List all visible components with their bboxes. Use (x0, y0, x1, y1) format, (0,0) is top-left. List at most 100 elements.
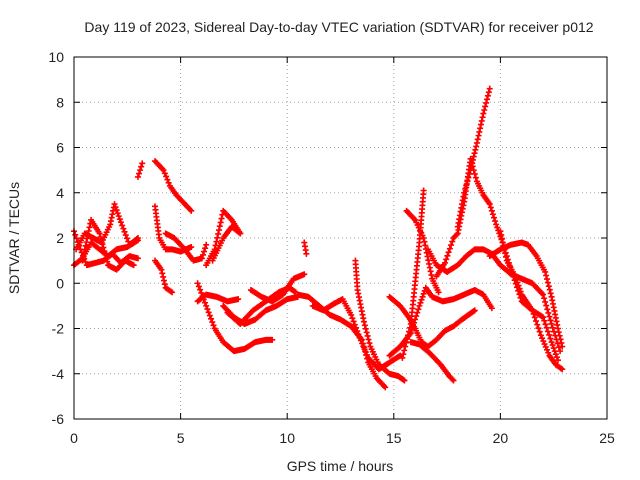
data-point-marker (543, 272, 550, 279)
data-point-marker (537, 332, 544, 339)
data-point-marker (559, 343, 566, 350)
data-point-marker (111, 201, 118, 208)
x-tick-label: 10 (279, 430, 295, 446)
data-point-marker (553, 354, 560, 361)
data-point-marker (547, 290, 554, 297)
data-point-marker (195, 283, 202, 290)
data-point-marker (217, 219, 224, 226)
data-point-marker (200, 296, 207, 303)
series-track-13 (194, 280, 276, 355)
data-point-marker (209, 319, 216, 326)
data-point-marker (435, 289, 442, 296)
data-point-marker (546, 286, 553, 293)
data-point-marker (164, 176, 171, 183)
data-point-marker (99, 241, 106, 248)
data-point-marker (121, 228, 128, 235)
data-point-marker (549, 324, 556, 331)
data-point-marker (550, 345, 557, 352)
data-point-marker (449, 376, 456, 383)
data-point-marker (552, 351, 559, 358)
data-point-marker (402, 343, 409, 350)
data-point-marker (558, 339, 565, 346)
data-point-marker (453, 231, 460, 238)
data-point-marker (160, 277, 167, 284)
data-point-marker (445, 249, 452, 256)
data-point-marker (515, 282, 522, 289)
data-point-marker (494, 224, 501, 231)
series-track-20 (352, 257, 408, 384)
data-point-marker (483, 99, 490, 106)
data-point-marker (465, 174, 472, 181)
data-point-marker (301, 271, 308, 278)
data-point-marker (401, 377, 408, 384)
data-point-marker (102, 251, 109, 258)
data-point-marker (516, 285, 523, 292)
data-point-marker (401, 347, 408, 354)
data-point-marker (161, 281, 168, 288)
data-point-marker (399, 354, 406, 361)
x-tick-label: 0 (70, 430, 78, 446)
data-point-marker (450, 377, 457, 384)
data-point-marker (139, 160, 146, 167)
data-point-marker (418, 296, 425, 303)
series-track-15 (224, 284, 299, 327)
data-point-marker (353, 324, 360, 331)
data-point-marker (542, 343, 549, 350)
data-point-marker (158, 266, 165, 273)
x-tick-label: 15 (386, 430, 402, 446)
data-point-marker (548, 320, 555, 327)
data-point-marker (446, 245, 453, 252)
data-point-marker (204, 306, 211, 313)
data-point-marker (122, 232, 129, 239)
data-point-marker (559, 366, 566, 373)
data-point-marker (119, 222, 126, 229)
data-point-marker (116, 216, 123, 223)
data-point-marker (136, 170, 143, 177)
data-point-marker (354, 328, 361, 335)
data-point-marker (206, 312, 213, 319)
data-point-marker (406, 324, 413, 331)
data-point-marker (557, 336, 564, 343)
data-point-marker (420, 290, 427, 297)
data-point-marker (203, 302, 210, 309)
data-point-marker (201, 299, 208, 306)
data-point-marker (130, 262, 137, 269)
data-point-marker (165, 179, 172, 186)
data-point-marker (486, 201, 493, 208)
data-point-marker (462, 185, 469, 192)
y-tick-label: 0 (56, 275, 64, 291)
data-point-marker (400, 351, 407, 358)
data-point-marker (541, 317, 548, 324)
data-point-marker (198, 289, 205, 296)
data-point-marker (557, 348, 564, 355)
data-point-marker (530, 310, 537, 317)
data-point-marker (480, 110, 487, 117)
data-point-marker (471, 307, 478, 314)
data-point-marker (488, 305, 495, 312)
data-point-marker (351, 321, 358, 328)
data-point-marker (543, 302, 550, 309)
data-point-marker (472, 174, 479, 181)
data-point-marker (546, 331, 553, 338)
data-point-marker (364, 332, 371, 339)
data-point-marker (382, 384, 389, 391)
data-point-marker (441, 259, 448, 266)
data-point-marker (463, 182, 470, 189)
data-point-marker (533, 318, 540, 325)
data-point-marker (448, 242, 455, 249)
data-point-marker (544, 279, 551, 286)
series-track-5 (134, 160, 146, 180)
x-axis-label: GPS time / hours (287, 458, 394, 474)
data-point-marker (419, 293, 426, 300)
data-point-marker (487, 204, 494, 211)
y-tick-label: -2 (52, 321, 65, 337)
x-tick-label: 20 (493, 430, 509, 446)
data-point-marker (461, 189, 468, 196)
data-point-marker (160, 273, 167, 280)
data-point-marker (112, 204, 119, 211)
data-point-marker (303, 250, 310, 257)
data-point-marker (471, 170, 478, 177)
data-point-marker (194, 280, 201, 287)
data-point-marker (72, 231, 79, 238)
data-point-marker (484, 92, 491, 99)
